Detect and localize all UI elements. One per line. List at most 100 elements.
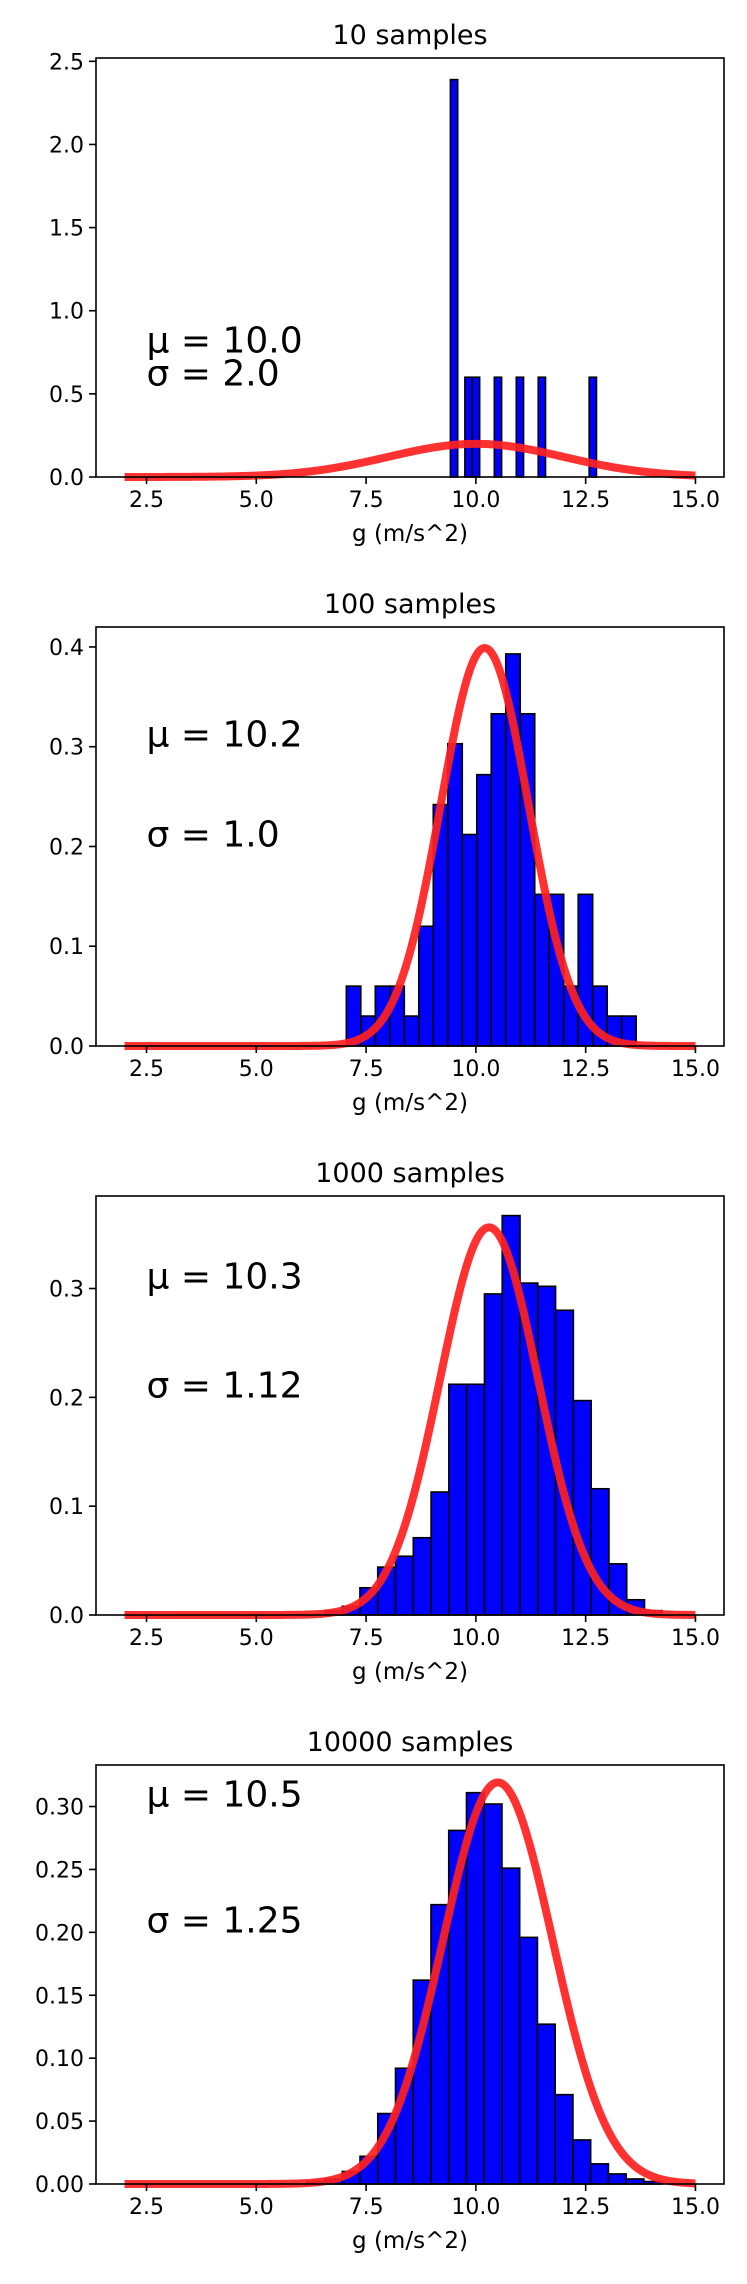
histogram-bar	[537, 376, 547, 478]
histogram-bar	[403, 1015, 420, 1047]
sigma-annotation: σ = 1.0	[147, 814, 280, 855]
x-tick-label: 12.5	[561, 1057, 610, 1082]
y-tick-label: 1.0	[49, 300, 84, 325]
histogram-bar	[572, 1399, 592, 1616]
histogram-bar	[589, 2163, 610, 2185]
y-tick-label: 0.0	[49, 1035, 84, 1060]
histogram-bar	[417, 925, 435, 1047]
x-axis-label: g (m/s^2)	[352, 1090, 468, 1116]
x-tick-label: 2.5	[129, 488, 164, 513]
y-tick-label: 1.5	[49, 217, 84, 242]
mu-annotation: μ = 10.5	[147, 1775, 303, 1816]
histogram-bar	[430, 1491, 450, 1616]
x-tick-label: 10.0	[451, 1057, 500, 1082]
histogram-bar	[464, 376, 473, 478]
y-tick-label: 2.0	[49, 133, 84, 158]
normal-fit-line	[121, 439, 699, 481]
histogram-bars	[345, 653, 637, 1047]
x-tick-label: 5.0	[239, 488, 274, 513]
x-tick-label: 2.5	[129, 1626, 164, 1651]
mu-annotation: μ = 10.0	[147, 320, 303, 361]
x-axis-label: g (m/s^2)	[352, 1659, 468, 1685]
x-tick-label: 7.5	[349, 1626, 384, 1651]
x-tick-label: 5.0	[239, 1626, 274, 1651]
x-tick-label: 12.5	[561, 488, 610, 513]
y-tick-label: 0.2	[49, 1386, 84, 1411]
histogram-bar	[475, 773, 493, 1047]
chart-title: 1000 samples	[315, 1158, 505, 1189]
x-tick-label: 7.5	[349, 1057, 384, 1082]
y-tick-label: 0.0	[49, 1604, 84, 1629]
axes-frame	[95, 626, 725, 1047]
y-tick-label: 0.0	[49, 466, 84, 491]
x-axis-label: g (m/s^2)	[352, 2228, 468, 2254]
y-tick-label: 0.30	[35, 1796, 84, 1821]
histogram-bar	[465, 1791, 486, 2185]
y-tick-label: 0.25	[35, 1858, 84, 1883]
histogram-bar	[501, 1867, 521, 2185]
histogram-bar	[493, 376, 503, 478]
chart-title: 100 samples	[324, 589, 496, 620]
x-tick-label: 10.0	[451, 1626, 500, 1651]
x-tick-label: 12.5	[561, 2195, 610, 2220]
y-tick-label: 0.5	[49, 383, 84, 408]
chart-title: 10 samples	[332, 20, 487, 51]
chart-panel-4: 2.5 5.0 7.5 10.0 12.5 15.0 0.00 0.05 0.10 0.15 0.2…	[35, 1727, 725, 2254]
x-axis-label: g (m/s^2)	[352, 521, 468, 547]
x-tick-label: 5.0	[239, 1057, 274, 1082]
y-tick-label: 0.1	[49, 935, 84, 960]
y-tick-label: 0.05	[35, 2110, 84, 2135]
sigma-annotation: σ = 2.0	[147, 354, 280, 395]
histogram-bar	[554, 2093, 574, 2185]
histogram-bar	[394, 1555, 415, 1616]
y-tick-label: 0.1	[49, 1495, 84, 1520]
histogram-bars	[449, 78, 598, 478]
x-tick-label: 5.0	[239, 2195, 274, 2220]
y-tick-label: 2.5	[49, 50, 84, 75]
histogram-bar	[461, 833, 478, 1047]
histogram-bar	[572, 2139, 592, 2185]
histogram-bar	[412, 1536, 432, 1616]
y-tick-label: 0.20	[35, 1921, 84, 1946]
x-tick-label: 10.0	[451, 488, 500, 513]
x-tick-label: 15.0	[671, 2195, 720, 2220]
mu-annotation: μ = 10.2	[147, 715, 303, 756]
y-tick-label: 0.10	[35, 2047, 84, 2072]
axes-frame	[95, 1195, 725, 1616]
chart-title: 10000 samples	[307, 1727, 514, 1758]
chart-panel-1: 2.5 5.0 7.5 10.0 12.5 15.0 0.0 0.5 1.0 1.5 2.0 2.5 1…	[49, 20, 725, 547]
histogram-bars	[323, 1214, 664, 1616]
histogram-bar	[449, 78, 459, 478]
x-tick-label: 10.0	[451, 2195, 500, 2220]
y-tick-label: 0.3	[49, 1278, 84, 1303]
sigma-annotation: σ = 1.12	[147, 1365, 303, 1406]
histogram-bar	[465, 1383, 486, 1616]
axes-frame	[95, 1764, 725, 2185]
histogram-bar	[607, 2173, 627, 2185]
histogram-bar	[515, 376, 525, 478]
histogram-bar	[446, 742, 464, 1047]
x-tick-label: 7.5	[349, 488, 384, 513]
y-tick-label: 0.2	[49, 835, 84, 860]
axes-frame	[95, 57, 725, 478]
mu-annotation: μ = 10.3	[147, 1257, 303, 1298]
histogram-bar	[536, 2023, 556, 2185]
x-tick-label: 15.0	[671, 1626, 720, 1651]
x-tick-label: 15.0	[671, 488, 720, 513]
histogram-bar	[483, 1293, 504, 1616]
y-tick-label: 0.3	[49, 736, 84, 761]
y-tick-label: 0.4	[49, 636, 84, 661]
histogram-bar	[448, 1383, 468, 1616]
x-tick-label: 2.5	[129, 2195, 164, 2220]
sigma-annotation: σ = 1.25	[147, 1900, 303, 1941]
y-tick-label: 0.00	[35, 2173, 84, 2198]
x-tick-label: 2.5	[129, 1057, 164, 1082]
chart-panel-2: 2.5 5.0 7.5 10.0 12.5 15.0 0.0 0.1 0.2 0.3 0.4 100 …	[49, 589, 725, 1116]
x-tick-label: 15.0	[671, 1057, 720, 1082]
histogram-bar	[483, 1803, 503, 2185]
histogram-bar	[518, 1936, 539, 2185]
chart-panel-3: 2.5 5.0 7.5 10.0 12.5 15.0 0.0 0.1 0.2 0.3 1000 sa…	[49, 1158, 725, 1685]
histogram-bar	[471, 376, 481, 478]
y-tick-label: 0.15	[35, 1984, 84, 2009]
